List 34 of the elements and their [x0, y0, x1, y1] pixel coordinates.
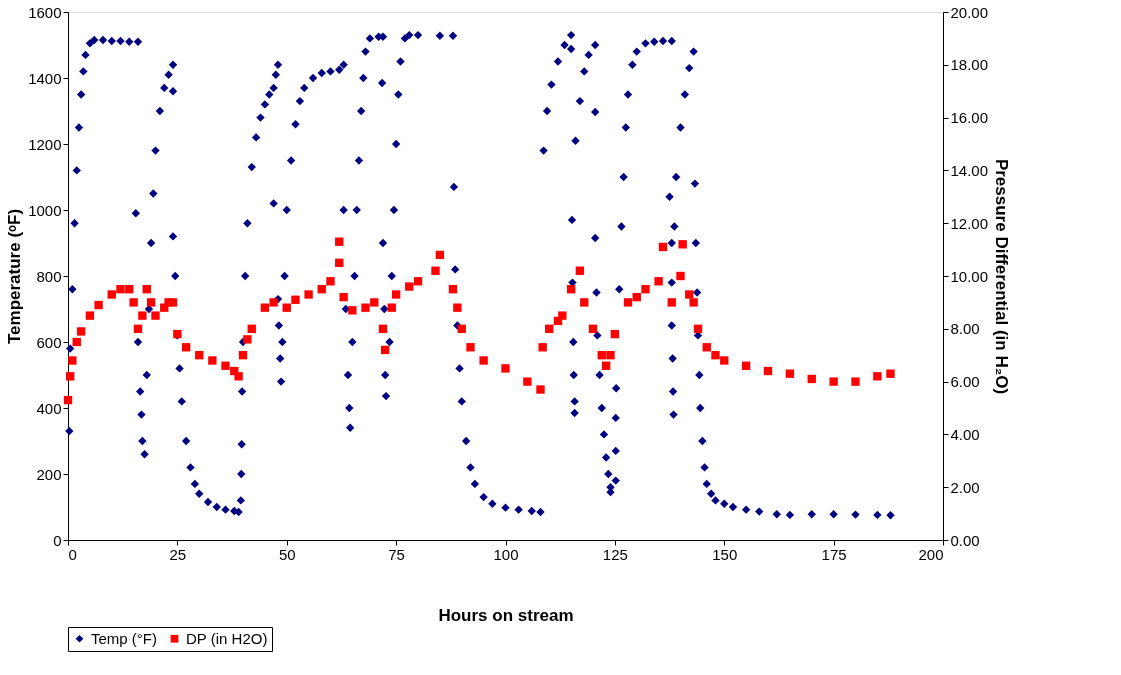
x-axis-title: Hours on stream	[438, 605, 574, 625]
y-tick-label: 400	[36, 399, 62, 417]
y-tick-label: 1200	[28, 135, 62, 153]
y-tick-label: 1000	[28, 201, 62, 219]
y-tick-label: 200	[36, 465, 62, 483]
y-tick-label: 1400	[28, 69, 62, 87]
y2-tick-label: 8.00	[950, 320, 980, 338]
legend-label: Temp (°F)	[91, 629, 157, 647]
legend-label: DP (in H2O)	[186, 629, 268, 647]
y2-tick-label: 14.00	[950, 161, 989, 179]
y-tick-label: 0	[53, 531, 62, 549]
x-tick-label: 175	[821, 545, 847, 563]
y2-axis-title: Pressure Differential (in H₂O)	[992, 158, 1012, 395]
y2-tick-label: 2.00	[950, 478, 980, 496]
x-tick-label: 50	[278, 545, 296, 563]
y-tick-label: 1600	[28, 3, 62, 21]
x-tick-label: 150	[712, 545, 738, 563]
y2-tick-label: 10.00	[950, 267, 989, 285]
y-axis-title: Temperature (ᵒF)	[5, 208, 25, 345]
x-tick-label: 125	[602, 545, 628, 563]
x-tick-label: 75	[388, 545, 405, 563]
y2-tick-label: 4.00	[950, 425, 980, 443]
y2-tick-label: 18.00	[950, 56, 989, 74]
y-tick-label: 800	[36, 267, 62, 285]
x-tick-label: 0	[68, 545, 77, 563]
y2-tick-label: 0.00	[950, 531, 980, 549]
x-tick-label: 25	[169, 545, 187, 563]
y2-tick-label: 6.00	[950, 373, 980, 391]
y-tick-label: 600	[36, 333, 62, 351]
y2-tick-label: 20.00	[950, 3, 989, 21]
y2-tick-label: 16.00	[950, 109, 989, 127]
x-tick-label: 200	[918, 545, 944, 563]
x-tick-label: 100	[493, 545, 519, 563]
y2-tick-label: 12.00	[950, 214, 989, 232]
